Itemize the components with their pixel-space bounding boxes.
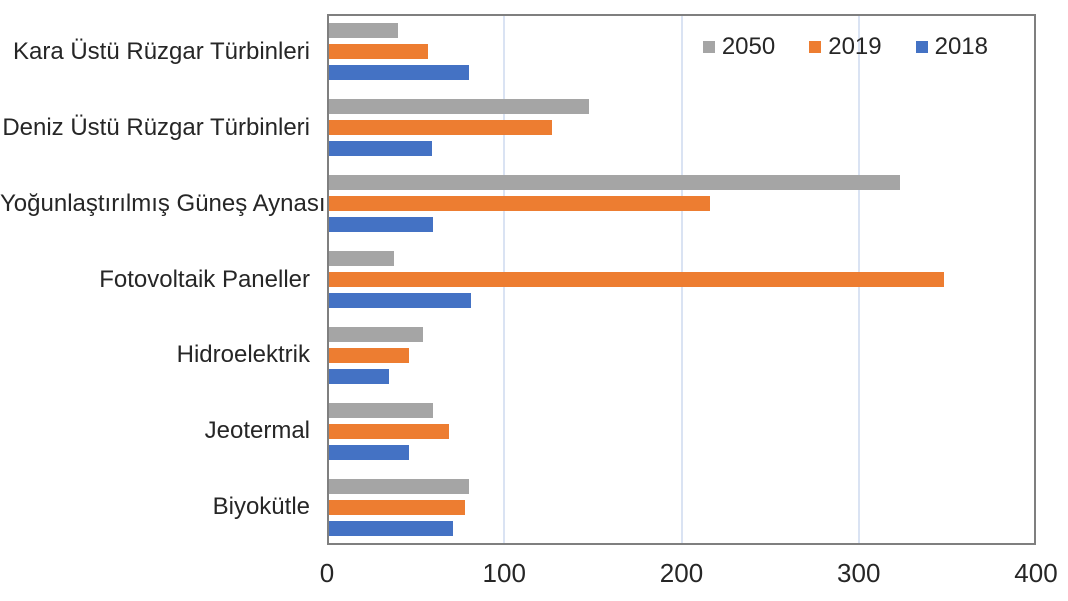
bar-2050-category-0 (327, 23, 398, 39)
legend-label-2050: 2050 (721, 33, 776, 60)
category-label-6: Biyokütle (212, 493, 310, 521)
category-label-5: Jeotermal (204, 417, 310, 445)
bar-2019-category-1 (327, 120, 553, 136)
legend-swatch-2050 (702, 41, 715, 53)
bar-2019-category-6 (327, 499, 466, 515)
bar-2019-category-5 (327, 423, 450, 439)
bar-2050-category-6 (327, 478, 469, 494)
category-label-3: Fotovoltaik Paneller (99, 265, 310, 293)
x-tick-label-0: 0 (319, 558, 335, 588)
bar-2018-category-4 (327, 368, 390, 384)
x-tick-label-200: 200 (659, 558, 704, 588)
bar-2050-category-1 (327, 99, 590, 115)
legend-item-2050: 2050 (702, 33, 776, 60)
bar-2018-category-6 (327, 520, 453, 536)
legend-swatch-2019 (809, 41, 822, 53)
category-label-0: Kara Üstü Rüzgar Türbinleri (12, 37, 310, 65)
legend-label-2018: 2018 (934, 33, 988, 60)
bar-2019-category-3 (327, 272, 944, 287)
category-label-1: Deniz Üstü Rüzgar Türbinleri (2, 113, 310, 141)
bar-2019-category-4 (327, 347, 409, 363)
bar-2050-category-4 (327, 326, 423, 342)
bar-2018-category-1 (327, 141, 432, 157)
legend: 2050 2019 2018 (702, 33, 988, 60)
legend-item-2018: 2018 (915, 33, 988, 60)
legend-item-2019: 2019 (809, 33, 882, 60)
bar-2018-category-2 (327, 217, 434, 233)
x-tick-label-400: 400 (1014, 558, 1058, 588)
legend-label-2019: 2019 (828, 33, 882, 60)
x-tick-label-300: 300 (837, 558, 881, 588)
bar-2019-category-0 (327, 44, 429, 60)
category-label-2: Yoğunlaştırılmış Güneş Aynası (0, 189, 326, 217)
bar-2050-category-3 (327, 251, 395, 266)
bar-2018-category-5 (327, 444, 409, 460)
bar-2018-category-0 (327, 65, 469, 81)
bar-2018-category-3 (327, 293, 471, 308)
bar-2019-category-2 (327, 196, 710, 212)
bar-2050-category-5 (327, 402, 434, 418)
category-label-4: Hidroelektrik (176, 341, 310, 369)
legend-swatch-2018 (915, 41, 928, 53)
x-tick-label-100: 100 (482, 558, 526, 588)
bar-2050-category-2 (327, 175, 900, 191)
plot-area: 2050 2019 2018 (327, 14, 1036, 545)
